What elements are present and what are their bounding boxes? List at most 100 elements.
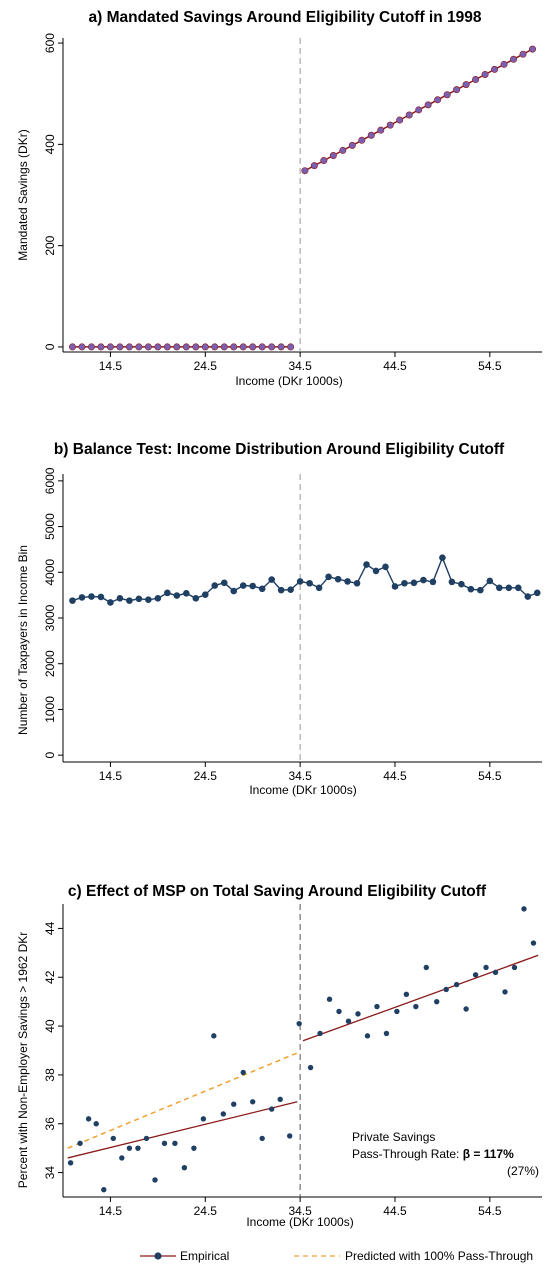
taxpayers-point	[277, 586, 285, 594]
panel-b-xlabel: Income (DKr 1000s)	[249, 783, 356, 797]
panel-c-plot: 14.5 24.5 34.5 44.5 54.5 34 36 38 40 42 44	[43, 904, 542, 1218]
mandated-savings-point	[529, 45, 537, 53]
empirical-point	[502, 989, 508, 995]
taxpayers-point	[372, 567, 380, 575]
mandated-savings-point	[249, 343, 257, 351]
panel-a-x-tick-label: 34.5	[288, 359, 312, 373]
taxpayers-point	[533, 589, 541, 597]
empirical-point	[483, 964, 489, 971]
taxpayers-point	[344, 578, 351, 585]
panel-a-x-tick-label: 54.5	[478, 359, 502, 373]
mandated-savings-point	[97, 343, 105, 351]
mandated-savings-point	[519, 50, 527, 58]
taxpayers-point	[353, 579, 361, 587]
panel-a-title: a) Mandated Savings Around Eligibility C…	[89, 9, 482, 26]
panel-b-y-tick-label: 4000	[43, 559, 57, 586]
empirical-point	[423, 964, 429, 971]
taxpayers-point	[524, 593, 532, 600]
taxpayers-point	[173, 592, 181, 599]
mandated-savings-point	[491, 65, 499, 73]
mandated-savings-point	[510, 55, 518, 63]
mandated-savings-point	[415, 106, 423, 114]
empirical-point	[67, 1160, 74, 1166]
empirical-point	[530, 940, 537, 946]
mandated-savings-point	[434, 96, 442, 104]
panel-b-x-tick-label: 34.5	[288, 769, 312, 783]
panel-c-y-tick-label: 42	[43, 970, 57, 984]
empirical-point	[126, 1145, 133, 1151]
panel-b-y-tick-label: 5000	[43, 513, 57, 540]
taxpayers-point	[88, 593, 95, 600]
empirical-point	[326, 996, 333, 1002]
annotation-passthrough-label: Pass-Through Rate:	[352, 1147, 463, 1161]
annotation-line2: Pass-Through Rate: β = 117%	[352, 1147, 514, 1161]
mandated-savings-point	[192, 343, 200, 351]
taxpayers-point	[315, 584, 323, 592]
empirical-point	[317, 1030, 323, 1037]
panel-b-plot: 14.5 24.5 34.5 44.5 54.5 0 1000 2000 3000 4000 500…	[43, 467, 542, 783]
panel-a-y-tick-label: 0	[43, 343, 57, 350]
taxpayers-point	[486, 577, 494, 585]
empirical-point	[110, 1135, 116, 1142]
panel-c-x-tick-label: 14.5	[99, 1204, 123, 1218]
taxpayers-point	[505, 584, 513, 592]
taxpayers-point	[239, 582, 247, 589]
mandated-savings-point	[211, 343, 219, 351]
panel-b-y-tick-label: 0	[43, 751, 57, 758]
taxpayers-point	[334, 575, 342, 583]
taxpayers-point	[496, 584, 503, 592]
panel-a-ylabel: Mandated Savings (DKr)	[16, 129, 30, 260]
empirical-point	[345, 1018, 352, 1024]
taxpayers-point	[268, 576, 275, 583]
empirical-point	[453, 981, 460, 988]
empirical-point	[355, 1011, 361, 1017]
mandated-savings-point	[144, 343, 152, 351]
empirical-point	[191, 1145, 197, 1151]
empirical-point	[181, 1165, 188, 1171]
panel-c-y-tick-label: 36	[43, 1117, 57, 1131]
taxpayers-point	[420, 576, 427, 584]
empirical-point	[286, 1133, 293, 1139]
taxpayers-point	[410, 579, 418, 587]
mandated-savings-point	[135, 343, 143, 351]
panel-a-x-tick-label: 24.5	[194, 359, 218, 373]
panel-c-ylabel: Percent with Non-Employer Savings > 1962…	[16, 932, 30, 1188]
mandated-savings-point	[405, 111, 413, 119]
legend-predicted-label: Predicted with 100% Pass-Through	[345, 1249, 533, 1263]
mandated-savings-point	[268, 343, 276, 351]
panel-a-y-tick-label: 400	[43, 134, 57, 154]
mandated-savings-point	[220, 343, 228, 351]
mandated-savings-point	[163, 343, 171, 351]
taxpayers-point	[306, 579, 313, 587]
taxpayers-point	[230, 587, 238, 595]
mandated-savings-point	[154, 343, 162, 351]
empirical-point	[211, 1033, 217, 1039]
panel-b-y-tick-label: 6000	[43, 467, 57, 494]
legend-empirical-marker	[154, 1252, 162, 1260]
mandated-savings-point	[396, 116, 404, 124]
panel-b-x-tick-label: 24.5	[194, 769, 218, 783]
taxpayers-point	[391, 583, 399, 590]
empirical-point	[77, 1140, 83, 1146]
taxpayers-point	[258, 585, 266, 593]
taxpayers-point	[107, 599, 114, 606]
panel-c-y-tick-label: 38	[43, 1068, 57, 1082]
mandated-savings-point	[472, 76, 480, 84]
mandated-savings-point	[386, 121, 394, 129]
taxpayers-point	[164, 589, 171, 597]
mandated-savings-point	[173, 343, 181, 351]
panel-a-x-tick-label: 44.5	[383, 359, 407, 373]
taxpayers-point	[296, 578, 304, 585]
empirical-point	[250, 1099, 256, 1105]
taxpayers-line	[72, 555, 538, 604]
taxpayers-point	[439, 554, 446, 561]
panel-c-x-tick-label: 34.5	[288, 1204, 312, 1218]
mandated-savings-point	[125, 343, 133, 351]
taxpayers-point	[287, 586, 294, 593]
taxpayers-point	[477, 586, 484, 594]
panel-a: a) Mandated Savings Around Eligibility C…	[16, 9, 542, 388]
panel-b-y-tick-label: 3000	[43, 604, 57, 631]
panel-b-x-tick-label: 44.5	[383, 769, 407, 783]
panel-c-y-tick-label: 40	[43, 1019, 57, 1033]
